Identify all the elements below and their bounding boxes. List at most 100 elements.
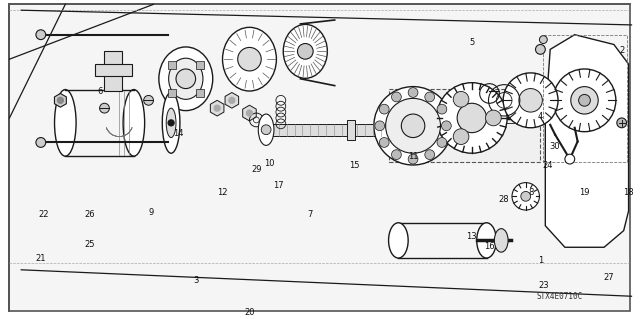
Text: 7: 7 — [307, 211, 313, 219]
Text: 10: 10 — [264, 159, 275, 167]
Circle shape — [380, 137, 389, 147]
Text: 30: 30 — [550, 142, 561, 151]
Circle shape — [453, 92, 469, 107]
Circle shape — [392, 92, 401, 102]
Circle shape — [565, 154, 575, 164]
Circle shape — [229, 97, 235, 103]
Circle shape — [401, 114, 425, 137]
Ellipse shape — [398, 124, 408, 141]
Text: 19: 19 — [579, 188, 589, 197]
Circle shape — [437, 104, 447, 114]
Text: 23: 23 — [538, 281, 548, 290]
Ellipse shape — [169, 58, 203, 99]
Ellipse shape — [442, 124, 452, 141]
Text: 18: 18 — [623, 188, 634, 197]
Circle shape — [503, 73, 558, 128]
Ellipse shape — [477, 223, 497, 258]
Text: 4: 4 — [538, 113, 543, 122]
Bar — [168, 61, 176, 69]
Text: 2: 2 — [619, 46, 625, 55]
Circle shape — [380, 104, 389, 114]
Text: 1: 1 — [538, 256, 543, 265]
Ellipse shape — [259, 114, 274, 145]
Circle shape — [425, 92, 435, 102]
Circle shape — [540, 36, 547, 43]
Text: 29: 29 — [251, 165, 262, 174]
Text: 21: 21 — [36, 254, 46, 263]
Ellipse shape — [54, 90, 76, 156]
Circle shape — [100, 103, 109, 113]
Circle shape — [521, 191, 531, 201]
Text: 12: 12 — [217, 188, 227, 197]
Text: 15: 15 — [349, 161, 360, 170]
Circle shape — [36, 137, 45, 147]
Text: 14: 14 — [173, 129, 183, 138]
Circle shape — [214, 105, 220, 111]
Circle shape — [553, 69, 616, 132]
Ellipse shape — [388, 223, 408, 258]
Circle shape — [168, 120, 174, 126]
Bar — [104, 51, 122, 91]
Circle shape — [579, 94, 590, 106]
Ellipse shape — [428, 124, 438, 141]
Circle shape — [617, 118, 627, 128]
Ellipse shape — [472, 124, 482, 141]
Ellipse shape — [166, 108, 176, 137]
Circle shape — [176, 69, 196, 89]
Bar — [266, 124, 383, 136]
Circle shape — [457, 103, 486, 133]
Text: 3: 3 — [193, 276, 198, 285]
Text: 13: 13 — [467, 232, 477, 241]
Text: 5: 5 — [469, 38, 474, 47]
Bar — [196, 61, 204, 69]
Circle shape — [298, 43, 313, 59]
Circle shape — [408, 154, 418, 164]
Text: 24: 24 — [542, 161, 552, 170]
Ellipse shape — [284, 25, 327, 78]
Circle shape — [375, 121, 385, 131]
Circle shape — [374, 87, 452, 165]
Polygon shape — [545, 35, 628, 247]
Ellipse shape — [123, 90, 145, 156]
Circle shape — [408, 88, 418, 97]
Bar — [168, 89, 176, 97]
Circle shape — [442, 121, 451, 131]
Circle shape — [519, 89, 542, 112]
Circle shape — [246, 110, 252, 116]
Text: 27: 27 — [604, 273, 614, 282]
Text: 9: 9 — [149, 207, 154, 217]
Text: 17: 17 — [273, 181, 284, 190]
Text: 25: 25 — [84, 240, 95, 249]
Ellipse shape — [494, 229, 508, 252]
Ellipse shape — [223, 27, 276, 91]
Circle shape — [261, 125, 271, 135]
Text: 8: 8 — [528, 188, 533, 197]
Circle shape — [425, 150, 435, 160]
Bar — [348, 120, 355, 139]
Circle shape — [453, 129, 469, 145]
Text: 20: 20 — [244, 308, 255, 317]
Bar — [388, 89, 540, 162]
Circle shape — [58, 97, 63, 103]
Circle shape — [36, 30, 45, 40]
Ellipse shape — [457, 124, 467, 141]
Circle shape — [386, 98, 440, 153]
Bar — [543, 35, 627, 162]
Text: 22: 22 — [38, 211, 49, 219]
Circle shape — [392, 150, 401, 160]
Text: 28: 28 — [499, 195, 509, 204]
Bar — [196, 89, 204, 97]
Circle shape — [437, 137, 447, 147]
Text: STX4E0710C: STX4E0710C — [537, 292, 583, 301]
Circle shape — [436, 83, 507, 153]
Circle shape — [512, 182, 540, 210]
Text: 6: 6 — [97, 87, 102, 96]
Circle shape — [571, 87, 598, 114]
Circle shape — [143, 95, 154, 105]
Circle shape — [486, 110, 501, 126]
Text: 16: 16 — [484, 242, 495, 251]
Circle shape — [536, 44, 545, 54]
Ellipse shape — [163, 93, 180, 153]
Text: 11: 11 — [408, 152, 419, 161]
Text: 26: 26 — [84, 211, 95, 219]
